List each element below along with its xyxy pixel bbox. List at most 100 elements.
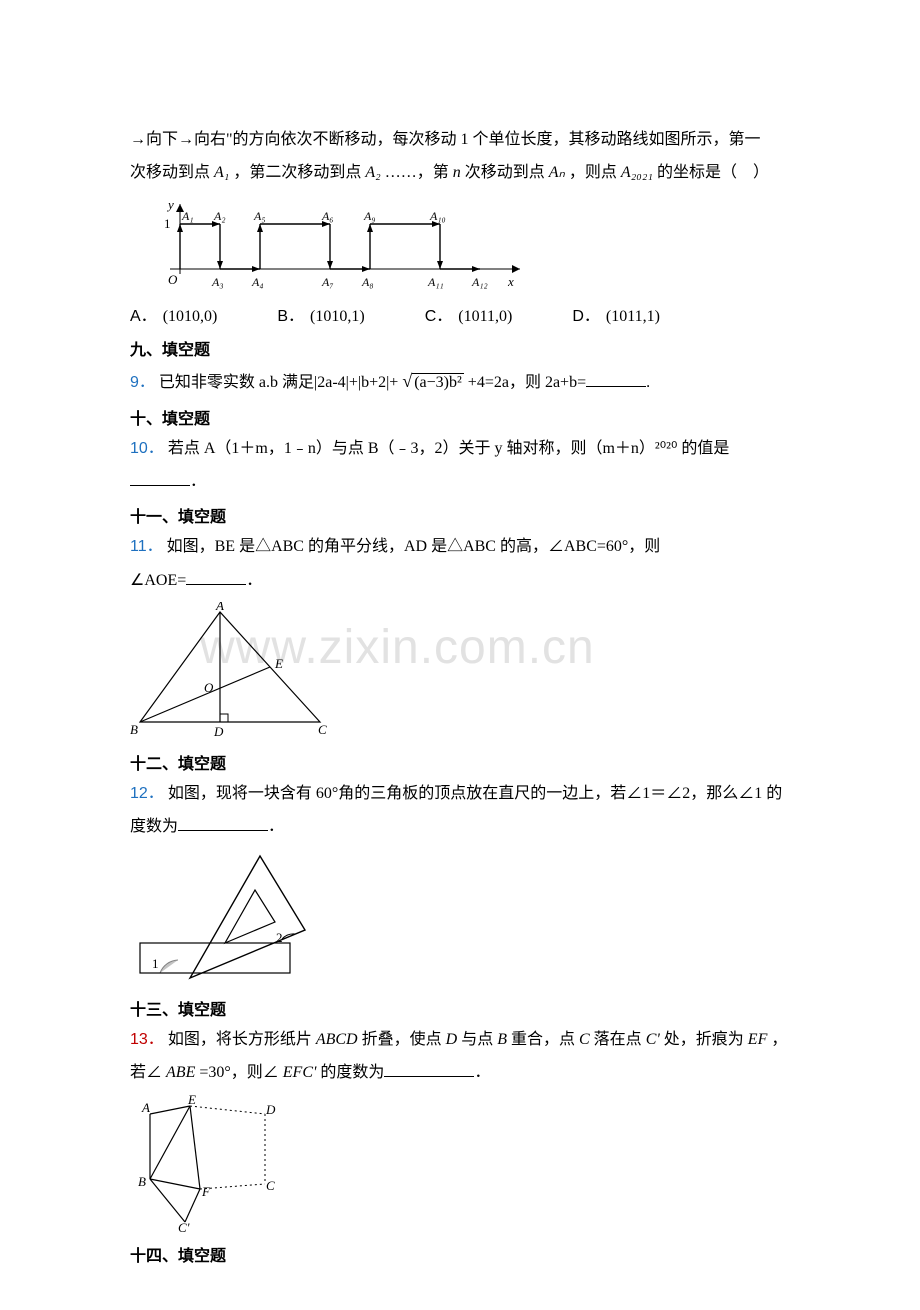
q9-num: 9． [130, 374, 155, 391]
q13-mid2: 与点 [461, 1031, 497, 1048]
svg-text:O: O [168, 272, 178, 287]
svg-text:B: B [138, 1174, 146, 1189]
q13-mid5: 处，折痕为 [664, 1031, 748, 1048]
q9-blank [586, 372, 646, 387]
q12-blank [178, 816, 268, 831]
q13-pre: 如图，将长方形纸片 [168, 1031, 316, 1048]
point-a2: A₂ [365, 164, 380, 181]
svg-text:A₁₁: A₁₁ [427, 275, 444, 289]
q8-choices: A．(1010,0) B．(1010,1) C．(1011,0) D．(1011… [130, 302, 790, 326]
q10-text: 10． 若点 A（1＋m，1﹣n）与点 B（﹣3，2）关于 y 轴对称，则（m＋… [130, 435, 790, 462]
svg-text:A₃: A₃ [211, 275, 224, 289]
q9-tail: . [646, 374, 650, 391]
svg-text:x: x [507, 274, 514, 289]
q13-ABE: ABE [166, 1064, 195, 1081]
svg-text:y: y [166, 197, 174, 212]
svg-text:2: 2 [276, 930, 283, 945]
q13-diagram: A E D B F C C' [130, 1094, 790, 1234]
q11-diagram: A B C D E O [130, 602, 790, 742]
q10-tail: ． [190, 473, 206, 490]
svg-text:1: 1 [164, 216, 171, 231]
section-thirteen-heading: 十三、填空题 [130, 996, 790, 1020]
intro-frag-c: ……，第 [385, 164, 453, 181]
q12-pre: 如图，现将一块含有 60°角的三角板的顶点放在直尺的一边上，若∠1＝∠2，那么∠… [168, 785, 782, 802]
q13-D: D [446, 1031, 458, 1048]
q13-mid4: 落在点 [594, 1031, 646, 1048]
point-a1: A₁ [214, 164, 229, 181]
q11-num: 11． [130, 538, 163, 555]
svg-text:A₉: A₉ [363, 209, 376, 223]
q13-B: B [497, 1031, 507, 1048]
q13-line2c: 的度数为 [320, 1064, 384, 1081]
point-an: Aₙ [549, 164, 565, 181]
q13-mid1: 折叠，使点 [362, 1031, 446, 1048]
choice-d: D．(1011,1) [572, 302, 660, 326]
q9-text: 9． 已知非零实数 a.b 满足|2a-4|+|b+2|+ √(a−3)b² +… [130, 366, 790, 397]
q12-diagram: 1 2 [130, 848, 790, 988]
var-n: n [453, 164, 461, 181]
q11-blank [186, 570, 246, 585]
intro-frag-f: 的坐标是（ ） [657, 164, 769, 181]
intro-frag-e: ，则点 [569, 164, 621, 181]
q13-line2a: 若∠ [130, 1064, 162, 1081]
q11-body: 如图，BE 是△ABC 的角平分线，AD 是△ABC 的高，∠ABC=60°，则 [167, 538, 661, 555]
q10-blank [130, 471, 190, 486]
section-eleven-heading: 十一、填空题 [130, 503, 790, 527]
choice-a: A．(1010,0) [130, 302, 217, 326]
q9-sqrt: (a−3)b² [412, 373, 464, 391]
svg-text:E: E [187, 1094, 196, 1107]
intro-line-1: →向下→向右"的方向依次不断移动，每次移动 1 个单位长度，其移动路线如图所示，… [130, 126, 790, 153]
svg-text:A: A [141, 1100, 150, 1115]
q13-line2: 若∠ ABE =30°，则∠ EFC' 的度数为 ． [130, 1059, 790, 1086]
q11-line2: ∠AOE=． [130, 567, 790, 594]
svg-text:A: A [215, 602, 224, 613]
q11-line2-text: ∠AOE= [130, 572, 186, 589]
q10-blank-line: ． [130, 468, 790, 495]
q13-C: C [579, 1031, 590, 1048]
q9-post: +4=2a，则 2a+b= [468, 374, 586, 391]
svg-text:A₇: A₇ [321, 275, 334, 289]
svg-text:1: 1 [152, 956, 159, 971]
intro-line-2: 次移动到点 A₁ ，第二次移动到点 A₂ ……，第 n 次移动到点 Aₙ ，则点… [130, 159, 790, 186]
q12-text: 12． 如图，现将一块含有 60°角的三角板的顶点放在直尺的一边上，若∠1＝∠2… [130, 780, 790, 807]
section-ten-heading: 十、填空题 [130, 405, 790, 429]
q12-num: 12． [130, 785, 164, 802]
svg-text:A₁: A₁ [181, 209, 194, 223]
svg-text:A₂: A₂ [213, 209, 226, 223]
q13-tail: ． [474, 1064, 490, 1081]
q9-pre: 已知非零实数 a.b 满足|2a-4|+|b+2|+ [159, 374, 398, 391]
path-diagram: y 1 O x [150, 194, 790, 294]
svg-text:A₄: A₄ [251, 275, 264, 289]
q13-mid3: 重合，点 [511, 1031, 579, 1048]
q13-blank [384, 1062, 474, 1077]
q13-num: 13． [130, 1031, 164, 1048]
svg-text:F: F [201, 1184, 211, 1199]
q12-line2: 度数为 ． [130, 813, 790, 840]
choice-b: B．(1010,1) [277, 302, 364, 326]
q13-line2b: =30°，则∠ [199, 1064, 278, 1081]
q13-abcd: ABCD [316, 1031, 358, 1048]
q10-num: 10． [130, 440, 164, 457]
svg-text:A₅: A₅ [253, 209, 266, 223]
q12-line2-text: 度数为 [130, 818, 178, 835]
q13-EFCp: EFC' [283, 1064, 317, 1081]
q13-Cp: C' [646, 1031, 660, 1048]
svg-text:O: O [204, 680, 214, 695]
svg-text:A₈: A₈ [361, 275, 374, 289]
choice-c: C．(1011,0) [425, 302, 513, 326]
q13-text: 13． 如图，将长方形纸片 ABCD 折叠，使点 D 与点 B 重合，点 C 落… [130, 1026, 790, 1053]
svg-text:C': C' [178, 1220, 190, 1234]
svg-text:A₁₂: A₁₂ [471, 275, 488, 289]
svg-text:D: D [213, 724, 224, 739]
svg-text:A₆: A₆ [321, 209, 334, 223]
q11-text: 11． 如图，BE 是△ABC 的角平分线，AD 是△ABC 的高，∠ABC=6… [130, 533, 790, 560]
svg-text:E: E [274, 656, 283, 671]
intro-frag-d: 次移动到点 [465, 164, 549, 181]
svg-text:B: B [130, 722, 138, 737]
intro-frag-b: ，第二次移动到点 [233, 164, 365, 181]
section-twelve-heading: 十二、填空题 [130, 750, 790, 774]
q13-EF: EF [748, 1031, 768, 1048]
section-nine-heading: 九、填空题 [130, 336, 790, 360]
q12-tail: ． [268, 818, 284, 835]
section-fourteen-heading: 十四、填空题 [130, 1242, 790, 1266]
